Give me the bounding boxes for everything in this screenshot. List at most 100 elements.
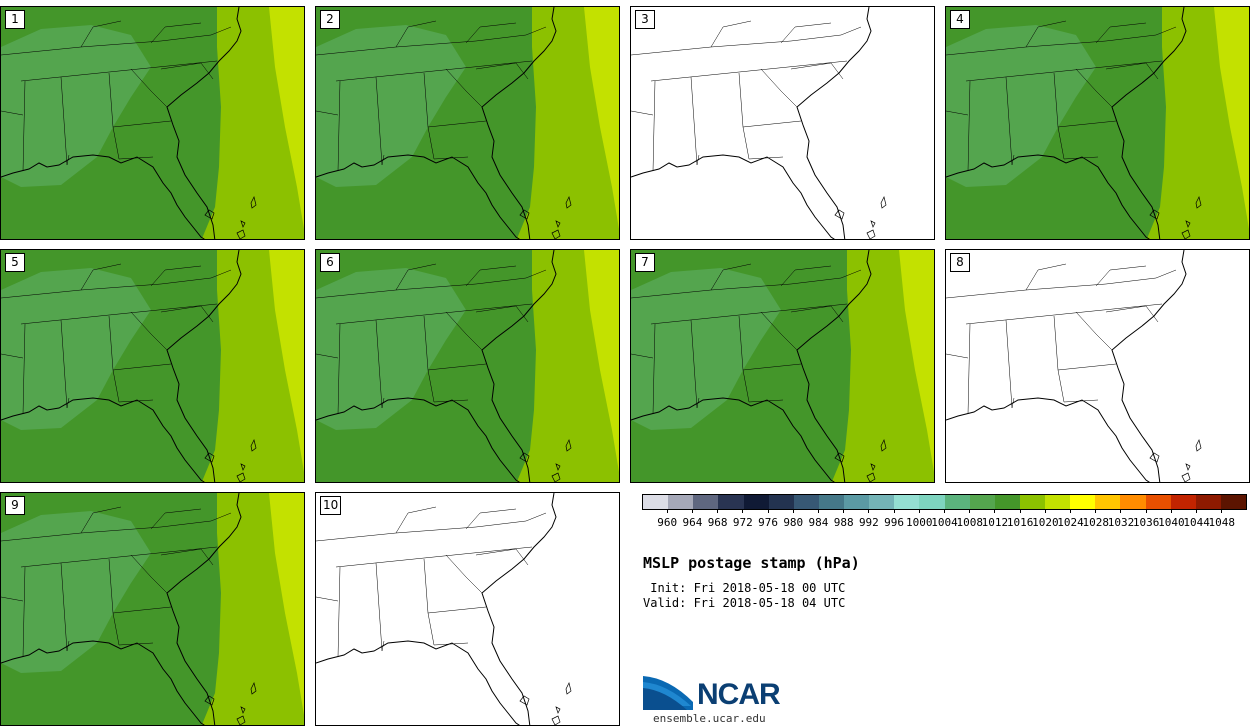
map-canvas [946, 250, 1202, 482]
colorbar-tick-mark [792, 509, 794, 513]
colorbar-tick-label: 1012 [981, 516, 1009, 529]
colorbar-swatch [844, 495, 870, 509]
lake-outline [519, 209, 530, 220]
state-border [112, 606, 172, 614]
logo-url: ensemble.ucar.edu [653, 712, 766, 725]
state-border [118, 156, 154, 160]
state-border [465, 508, 517, 530]
panel-number-label: 4 [950, 10, 970, 29]
pressure-field-1020 [269, 493, 304, 715]
state-border [60, 319, 70, 409]
state-border [335, 546, 533, 568]
colorbar-swatch [693, 495, 719, 509]
state-border [60, 562, 70, 652]
state-border [946, 269, 1177, 299]
state-border [1005, 319, 1015, 409]
colorbar-tick-mark [666, 509, 668, 513]
coastline [946, 250, 1187, 482]
colorbar-tick-label: 968 [707, 516, 728, 529]
colorbar-swatch [994, 495, 1020, 509]
state-border [20, 303, 218, 325]
coastline [316, 7, 557, 239]
colorbar-swatch [944, 495, 970, 509]
panel-number-label: 6 [320, 253, 340, 272]
colorbar-tick-mark [893, 509, 895, 513]
state-border [652, 323, 656, 415]
colorbar-tick-label: 1048 [1208, 516, 1236, 529]
island-outline [555, 706, 561, 714]
state-border [465, 22, 517, 44]
state-border [465, 265, 517, 287]
pressure-field-1020 [269, 250, 304, 472]
colorbar-swatch [919, 495, 945, 509]
lake-outline [204, 209, 215, 220]
state-border [22, 566, 26, 658]
colorbar-swatch [643, 495, 669, 509]
island-outline [236, 229, 246, 239]
state-border [475, 548, 529, 566]
map-canvas [631, 250, 934, 482]
panel-number-label: 8 [950, 253, 970, 272]
state-border [1075, 68, 1113, 108]
colorbar-tick-mark [1170, 509, 1172, 513]
colorbar-tick-mark [1095, 509, 1097, 513]
coastline [631, 7, 872, 239]
state-border [1, 512, 232, 542]
island-outline [1195, 438, 1202, 452]
init-time: Init: Fri 2018-05-18 00 UTC [643, 581, 846, 595]
island-outline [866, 472, 876, 482]
state-border [118, 642, 154, 646]
pressure-field-1012 [631, 268, 781, 430]
state-border [1095, 265, 1147, 287]
colorbar-swatch [969, 495, 995, 509]
colorbar-tick-label: 984 [808, 516, 829, 529]
state-border [1025, 263, 1067, 291]
colorbar-swatch [1095, 495, 1121, 509]
state-border [20, 60, 218, 82]
colorbar-tick-mark [1044, 509, 1046, 513]
map-panel-10: 10 [315, 492, 620, 726]
state-border [690, 319, 700, 409]
pressure-field-1012 [316, 268, 466, 430]
state-border [1, 269, 232, 299]
state-border [427, 363, 487, 371]
map-panel-8: 8 [945, 249, 1250, 483]
colorbar-tick-label: 960 [657, 516, 678, 529]
colorbar-tick-label: 964 [682, 516, 703, 529]
state-border [112, 120, 172, 128]
state-border [1, 26, 232, 56]
state-border [946, 110, 969, 116]
island-outline [1181, 229, 1191, 239]
island-outline [250, 438, 257, 452]
island-outline [240, 220, 246, 228]
colorbar-tick-label: 992 [858, 516, 879, 529]
state-border [631, 110, 654, 116]
state-border [316, 110, 339, 116]
colorbar-tick-mark [969, 509, 971, 513]
state-border [337, 566, 341, 658]
pressure-field-1012 [946, 25, 1096, 187]
map-canvas [316, 7, 619, 239]
ncar-logo-text: NCAR [697, 678, 781, 711]
state-border [316, 596, 339, 602]
pressure-field-1020 [1214, 7, 1249, 229]
state-border [395, 20, 437, 48]
state-border [710, 263, 752, 291]
island-outline [240, 463, 246, 471]
island-outline [565, 681, 572, 695]
colorbar-swatch [1170, 495, 1196, 509]
island-outline [1181, 472, 1191, 482]
state-border [433, 399, 469, 403]
state-border [22, 323, 26, 415]
colorbar-tick-mark [868, 509, 870, 513]
colorbar-swatch [668, 495, 694, 509]
colorbar-tick-mark [843, 509, 845, 513]
state-border [375, 319, 385, 409]
state-border [118, 399, 154, 403]
state-border [1005, 76, 1015, 166]
state-border [160, 62, 214, 80]
coastline [1, 250, 242, 482]
state-border [760, 311, 798, 351]
colorbar-swatch [793, 495, 819, 509]
colorbar-tick-mark [767, 509, 769, 513]
